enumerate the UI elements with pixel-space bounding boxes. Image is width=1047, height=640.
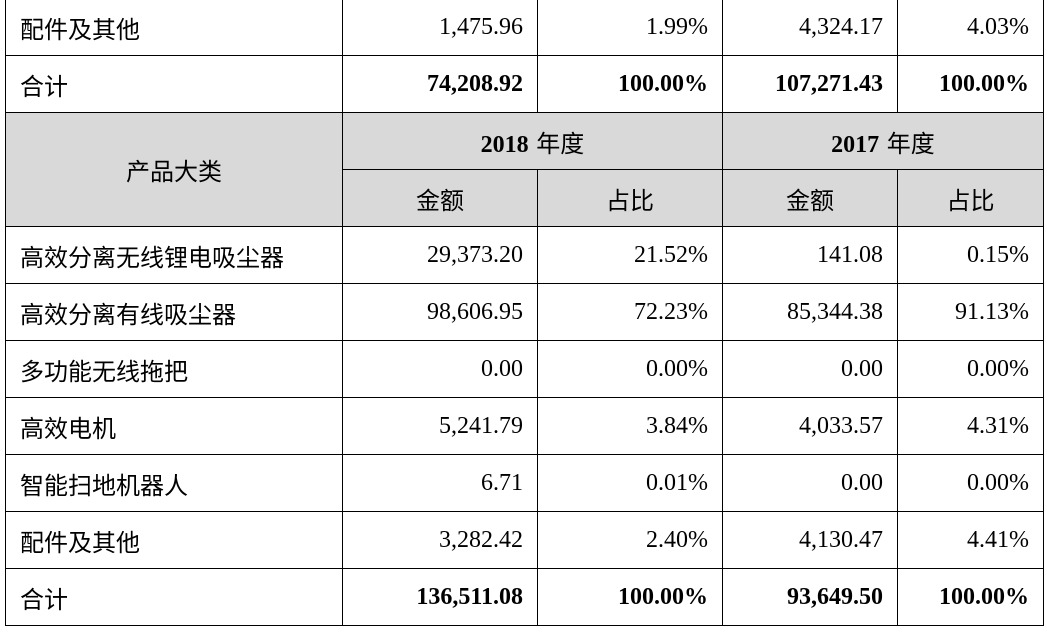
category-cell: 智能扫地机器人 [5,454,343,512]
amount-cell: 6.71 [342,454,538,512]
category-cell: 高效分离无线锂电吸尘器 [5,226,343,284]
share-cell: 4.31% [897,397,1044,455]
total-row: 合计 74,208.92 100.00% 107,271.43 100.00% [5,55,1044,113]
amount-cell: 85,344.38 [722,283,898,341]
amount-cell: 4,130.47 [722,511,898,569]
year-number: 2017 [831,131,880,158]
share-cell: 0.00% [537,340,723,398]
share-header: 占比 [537,169,723,227]
header-row-columns: 金额 占比 金额 占比 [6,169,1044,227]
category-cell: 配件及其他 [5,511,343,569]
share-cell: 21.52% [537,226,723,284]
share-cell: 0.01% [537,454,723,512]
category-cell: 配件及其他 [5,0,343,56]
amount-cell: 0.00 [722,454,898,512]
share-cell: 100.00% [537,55,723,113]
share-cell: 91.13% [897,283,1044,341]
amount-cell: 107,271.43 [722,55,898,113]
amount-cell: 5,241.79 [342,397,538,455]
header-row-years: 产品大类 2018 年度 2017 年度 [5,112,1044,227]
amount-cell: 98,606.95 [342,283,538,341]
table-row: 高效电机 5,241.79 3.84% 4,033.57 4.31% [5,397,1044,455]
share-cell: 0.15% [897,226,1044,284]
category-cell: 合计 [5,55,343,113]
year-unit: 年度 [879,129,935,158]
amount-header: 金额 [722,169,898,227]
year-header-2017: 2017 年度 [722,112,1044,170]
share-cell: 72.23% [537,283,723,341]
amount-cell: 29,373.20 [342,226,538,284]
amount-cell: 0.00 [722,340,898,398]
amount-cell: 141.08 [722,226,898,284]
table-row: 智能扫地机器人 6.71 0.01% 0.00 0.00% [5,454,1044,512]
amount-cell: 1,475.96 [342,0,538,56]
amount-cell: 0.00 [342,340,538,398]
table-row: 高效分离无线锂电吸尘器 29,373.20 21.52% 141.08 0.15… [5,226,1044,284]
revenue-by-product-table: 配件及其他 1,475.96 1.99% 4,324.17 4.03% 合计 7… [5,0,1044,626]
amount-cell: 74,208.92 [342,55,538,113]
amount-cell: 4,033.57 [722,397,898,455]
share-cell: 4.41% [897,511,1044,569]
amount-cell: 93,649.50 [722,568,898,626]
amount-header: 金额 [342,169,538,227]
share-cell: 1.99% [537,0,723,56]
share-cell: 0.00% [897,454,1044,512]
year-number: 2018 [480,131,529,158]
table-row: 高效分离有线吸尘器 98,606.95 72.23% 85,344.38 91.… [5,283,1044,341]
category-cell: 高效电机 [5,397,343,455]
table-row: 多功能无线拖把 0.00 0.00% 0.00 0.00% [5,340,1044,398]
amount-cell: 4,324.17 [722,0,898,56]
share-cell: 100.00% [537,568,723,626]
share-cell: 4.03% [897,0,1044,56]
amount-cell: 136,511.08 [342,568,538,626]
category-cell: 高效分离有线吸尘器 [5,283,343,341]
year-header-2018: 2018 年度 [342,112,723,170]
table-row: 配件及其他 3,282.42 2.40% 4,130.47 4.41% [5,511,1044,569]
table-row: 配件及其他 1,475.96 1.99% 4,324.17 4.03% [5,0,1044,56]
share-cell: 2.40% [537,511,723,569]
category-cell: 合计 [5,568,343,626]
total-row: 合计 136,511.08 100.00% 93,649.50 100.00% [5,568,1044,626]
share-cell: 100.00% [897,568,1044,626]
share-header: 占比 [897,169,1044,227]
amount-cell: 3,282.42 [342,511,538,569]
category-cell: 多功能无线拖把 [5,340,343,398]
share-cell: 3.84% [537,397,723,455]
year-unit: 年度 [528,129,585,158]
product-type-header: 产品大类 [5,112,343,227]
share-cell: 100.00% [897,55,1044,113]
share-cell: 0.00% [897,340,1044,398]
